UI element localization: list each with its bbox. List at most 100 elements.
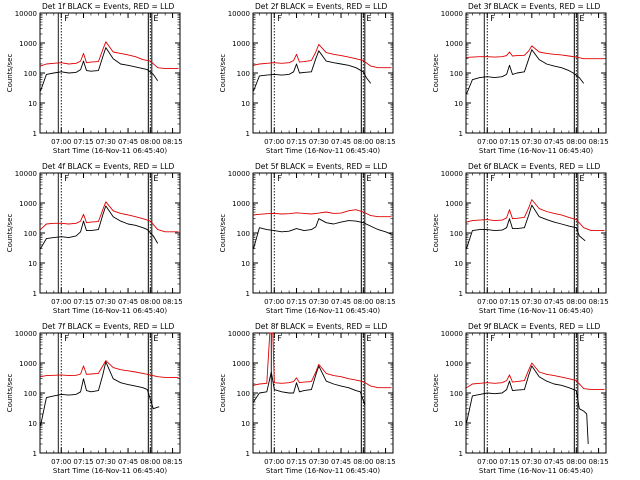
- series-line-lld: [253, 332, 392, 389]
- x-tick-label: 07:00: [51, 298, 71, 306]
- series-line-lld: [253, 209, 392, 218]
- x-tick-label: 08:00: [140, 138, 160, 146]
- chart-panel-9: Det 9f BLACK = Events, RED = LLD 1 10 100 10…: [432, 322, 609, 475]
- y-tick-label: 1000: [445, 40, 463, 48]
- y-tick-label: 1000: [232, 360, 250, 368]
- x-axis-label: Start Time (16-Nov-11 06:45:40): [266, 307, 380, 315]
- x-tick-label: 07:15: [499, 458, 519, 466]
- series-line-lld: [40, 201, 179, 233]
- x-tick-label: 08:00: [140, 458, 160, 466]
- chart-panel-5: Det 5f BLACK = Events, RED = LLD 1 10 100 10…: [219, 162, 396, 315]
- x-tick-label: 08:00: [566, 138, 586, 146]
- marker-label: E: [579, 14, 584, 23]
- marker-label: E: [366, 174, 371, 183]
- x-tick-label: 08:15: [588, 138, 608, 146]
- y-axis-label: Counts/sec: [219, 54, 227, 93]
- y-tick-label: 10: [28, 100, 37, 108]
- chart-title: Det 8f BLACK = Events, RED = LLD: [255, 322, 388, 331]
- y-tick-label: 1000: [232, 40, 250, 48]
- y-tick-label: 1: [246, 130, 250, 138]
- marker-label: F: [490, 174, 495, 183]
- series-line-events: [466, 204, 586, 249]
- x-tick-label: 08:00: [353, 458, 373, 466]
- chart-title: Det 4f BLACK = Events, RED = LLD: [42, 162, 175, 171]
- x-tick-label: 07:15: [499, 298, 519, 306]
- x-tick-label: 08:00: [140, 298, 160, 306]
- series-line-events: [253, 218, 392, 249]
- y-tick-label: 10000: [441, 330, 463, 338]
- x-tick-label: 08:00: [566, 298, 586, 306]
- x-tick-label: 07:30: [522, 298, 542, 306]
- x-axis-label: Start Time (16-Nov-11 06:45:40): [53, 147, 167, 155]
- chart-title: Det 5f BLACK = Events, RED = LLD: [255, 162, 388, 171]
- x-tick-label: 07:15: [286, 298, 306, 306]
- chart-title: Det 3f BLACK = Events, RED = LLD: [468, 2, 601, 11]
- marker-label: F: [490, 334, 495, 343]
- y-tick-label: 10000: [15, 330, 37, 338]
- x-tick-label: 07:45: [331, 458, 351, 466]
- x-tick-label: 08:00: [566, 458, 586, 466]
- y-tick-label: 1: [33, 130, 37, 138]
- x-tick-label: 07:00: [264, 458, 284, 466]
- y-tick-label: 1000: [445, 360, 463, 368]
- chart-title: Det 1f BLACK = Events, RED = LLD: [42, 2, 175, 11]
- y-tick-label: 10000: [15, 10, 37, 18]
- x-tick-label: 08:15: [375, 458, 395, 466]
- x-tick-label: 07:15: [286, 138, 306, 146]
- marker-label: F: [64, 334, 69, 343]
- x-tick-label: 07:00: [477, 138, 497, 146]
- y-axis-label: Counts/sec: [432, 374, 440, 413]
- series-line-lld: [466, 362, 605, 391]
- y-tick-label: 10000: [228, 10, 250, 18]
- y-tick-label: 1: [246, 450, 250, 458]
- marker-label: F: [490, 14, 495, 23]
- marker-label: F: [64, 14, 69, 23]
- x-axis-label: Start Time (16-Nov-11 06:45:40): [479, 307, 593, 315]
- chart-title: Det 9f BLACK = Events, RED = LLD: [468, 322, 601, 331]
- x-tick-label: 07:15: [73, 138, 93, 146]
- marker-label: F: [277, 334, 282, 343]
- series-line-lld: [466, 199, 605, 232]
- x-tick-label: 07:00: [51, 458, 71, 466]
- y-tick-label: 100: [24, 230, 37, 238]
- y-tick-label: 10000: [228, 170, 250, 178]
- x-tick-label: 07:00: [477, 458, 497, 466]
- x-tick-label: 08:15: [588, 458, 608, 466]
- series-line-events: [253, 50, 372, 92]
- x-tick-label: 08:15: [162, 138, 182, 146]
- y-tick-label: 10: [454, 260, 463, 268]
- x-tick-label: 07:00: [264, 138, 284, 146]
- chart-panel-2: Det 2f BLACK = Events, RED = LLD 1 10 100 10…: [219, 2, 396, 155]
- y-axis-label: Counts/sec: [219, 374, 227, 413]
- series-line-events: [466, 365, 589, 445]
- x-tick-label: 07:45: [331, 298, 351, 306]
- y-tick-label: 100: [450, 70, 463, 78]
- x-tick-label: 07:00: [264, 298, 284, 306]
- y-tick-label: 1000: [19, 40, 37, 48]
- x-tick-label: 07:30: [522, 138, 542, 146]
- y-tick-label: 10: [241, 420, 250, 428]
- x-axis-label: Start Time (16-Nov-11 06:45:40): [479, 147, 593, 155]
- chart-panel-3: Det 3f BLACK = Events, RED = LLD 1 10 100 10…: [432, 2, 609, 155]
- chart-panel-1: Det 1f BLACK = Events, RED = LLD 1 10 100 10…: [6, 2, 183, 155]
- x-tick-label: 07:30: [309, 458, 329, 466]
- y-tick-label: 100: [237, 70, 250, 78]
- marker-label: E: [579, 334, 584, 343]
- marker-label: E: [366, 334, 371, 343]
- y-axis-label: Counts/sec: [219, 214, 227, 253]
- x-axis-label: Start Time (16-Nov-11 06:45:40): [479, 467, 593, 475]
- series-line-events: [40, 205, 159, 249]
- y-axis-label: Counts/sec: [6, 54, 14, 93]
- series-line-lld: [40, 360, 179, 378]
- x-tick-label: 07:45: [331, 138, 351, 146]
- y-tick-label: 10: [28, 420, 37, 428]
- y-tick-label: 1: [33, 290, 37, 298]
- x-axis-label: Start Time (16-Nov-11 06:45:40): [266, 147, 380, 155]
- y-axis-label: Counts/sec: [6, 374, 14, 413]
- chart-panel-6: Det 6f BLACK = Events, RED = LLD 1 10 100 10…: [432, 162, 609, 315]
- y-tick-label: 10000: [228, 330, 250, 338]
- series-line-lld: [40, 41, 179, 70]
- y-tick-label: 100: [237, 390, 250, 398]
- x-tick-label: 08:15: [588, 298, 608, 306]
